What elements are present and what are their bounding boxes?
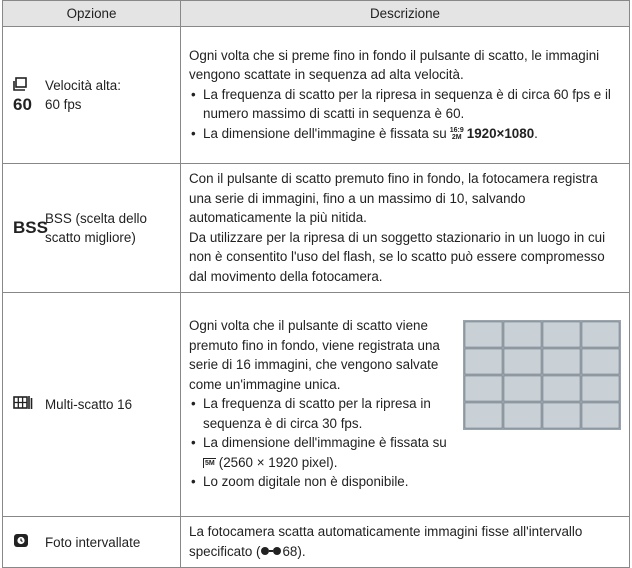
description-cell: Ogni volta che il pulsante di scatto vie… [180,292,630,517]
option-label: Velocità alta: [45,78,121,93]
stack-icon [13,77,27,91]
paragraph: Ogni volta che il pulsante di scatto vie… [189,318,440,392]
paragraph: Ogni volta che si preme fino in fondo il… [189,47,600,83]
option-cell: BSS BSS (scelta dello scatto migliore) [2,163,181,293]
option-icon [3,532,45,553]
option-icon: BSS [13,218,48,237]
paragraph: Da utilizzare per la ripresa di un sogge… [189,229,606,284]
option-cell: Foto intervallate [2,516,181,568]
option-label: 60 fps [45,97,82,112]
row: 60 Velocità alta: 60 fps Ogni volta che s… [2,26,630,164]
option-label: Foto intervallate [45,534,141,550]
option-label: scatto migliore) [45,230,136,245]
option-cell: 60 Velocità alta: 60 fps [2,26,181,164]
bullet: Lo zoom digitale non è disponibile. [189,472,621,492]
page-reference: 68 [282,543,298,559]
bullet: La dimensione dell'immagine è fissata su… [189,124,621,144]
paragraph: La fotocamera scatta automaticamente imm… [189,524,583,559]
size-icon: 16:9 2M [450,127,464,141]
option-label: BSS (scelta dello [45,211,147,226]
row: BSS BSS (scelta dello scatto migliore) Co… [2,163,630,293]
option-cell: Multi-scatto 16 [2,292,181,517]
option-icon [3,395,45,415]
size-icon: 5M [203,458,216,469]
icon-text: 2M [451,134,462,142]
bold-text: 1920×1080 [466,125,535,141]
option-icon: 60 [3,75,45,115]
bullet-text: (2560 × 1920 pixel). [218,454,338,470]
bullet-text: . [534,125,538,141]
bullet: La dimensione dell'immagine è fissata su… [189,433,621,472]
bullet: La frequenza di scatto per la ripresa in… [189,394,621,433]
header-cell: Descrizione [180,0,630,27]
page: Opzione Descrizione 60 Velocità alta: 60 … [0,0,632,551]
row: Foto intervallate La fotocamera scatta a… [2,516,630,568]
paragraph: Con il pulsante di scatto premuto fino i… [189,171,598,225]
option-label: Multi-scatto 16 [45,397,133,412]
icon-text: 60 [13,95,32,114]
interval-icon [14,533,28,547]
description-cell: Con il pulsante di scatto premuto fino i… [180,163,630,293]
icon-text: 16:9 [449,127,464,135]
paragraph: ). [297,543,306,559]
description-cell: La fotocamera scatta automaticamente imm… [180,516,630,568]
row: Multi-scatto 16 Ogni volta che il pulsan… [2,292,630,517]
bullet-text: La dimensione dell'immagine è fissata su [203,435,447,451]
bullet-text: La dimensione dell'immagine è fissata su [203,125,447,141]
header-cell: Opzione [2,0,181,27]
header-row: Opzione Descrizione [2,0,630,27]
multi-shot-icon [13,395,33,409]
bullet: La frequenza di scatto per la ripresa in… [189,85,621,124]
description-cell: Ogni volta che si preme fino in fondo il… [180,26,630,164]
